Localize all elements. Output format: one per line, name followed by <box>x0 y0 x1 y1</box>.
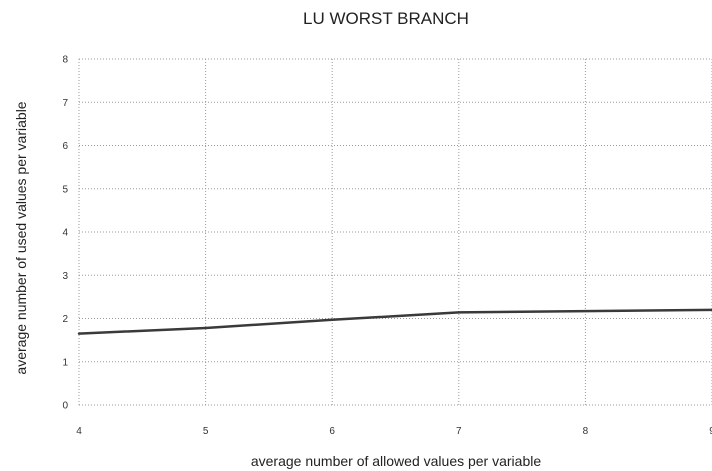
x-axis-label: average number of allowed values per var… <box>251 453 541 469</box>
y-axis-label: average number of used values per variab… <box>13 101 29 374</box>
y-tick-label: 0 <box>62 401 68 412</box>
y-tick-label: 2 <box>62 314 68 325</box>
y-tick-label: 6 <box>62 141 68 152</box>
grid-lines <box>78 58 712 406</box>
y-tick-label: 5 <box>62 184 68 195</box>
series-layer <box>77 308 712 335</box>
x-tick-label: 4 <box>76 426 82 437</box>
series-line <box>77 308 712 335</box>
x-tick-label: 6 <box>329 426 335 437</box>
x-tick-label: 5 <box>203 426 209 437</box>
y-tick-label: 8 <box>62 55 68 66</box>
y-tick-labels: 0 1 2 3 4 5 6 7 8 <box>62 55 68 412</box>
y-tick-label: 7 <box>62 98 68 109</box>
x-tick-label: 8 <box>583 426 589 437</box>
chart-title: LU WORST BRANCH <box>303 9 469 28</box>
y-tick-label: 1 <box>62 357 68 368</box>
y-tick-label: 3 <box>62 271 68 282</box>
x-tick-labels: 4 5 6 7 8 9 <box>76 426 712 437</box>
x-tick-label: 9 <box>709 426 712 437</box>
y-tick-label: 4 <box>62 228 68 239</box>
x-tick-label: 7 <box>456 426 462 437</box>
